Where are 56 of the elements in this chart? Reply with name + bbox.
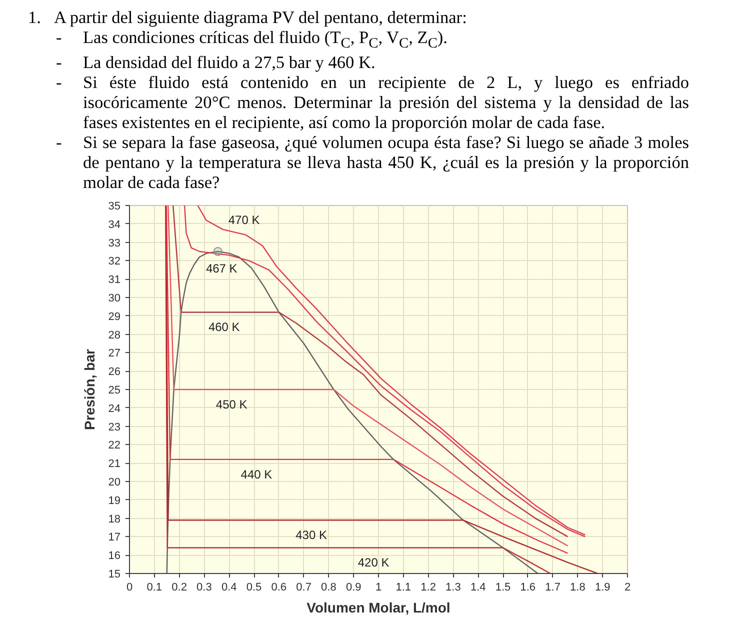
- y-tick-label: 26: [108, 366, 121, 378]
- chart-title: 1. A partir del siguiente diagrama PV del pentano, determinar:: [28, 8, 468, 28]
- y-tick-label: 23: [108, 421, 121, 434]
- annotation: 460 K: [208, 320, 240, 334]
- x-tick-label: 1.3: [446, 582, 461, 594]
- x-tick-label: 1.5: [495, 582, 511, 594]
- annotation: 420 K: [358, 556, 390, 570]
- x-tick-label: 0.8: [321, 582, 336, 594]
- y-tick-label: 34: [108, 218, 121, 231]
- y-tick-label: 25: [108, 384, 121, 396]
- x-tick-label: 0.6: [271, 582, 287, 594]
- x-tick-label: 1.8: [570, 582, 586, 594]
- y-tick-label: 15: [108, 568, 121, 580]
- annotation: 450 K: [216, 398, 248, 412]
- x-tick-label: 0.7: [296, 582, 312, 594]
- y-tick-label: 19: [108, 494, 121, 507]
- x-tick-label: 0.3: [196, 582, 212, 594]
- annotation: 430 K: [296, 528, 327, 542]
- y-tick-label: 33: [108, 237, 121, 250]
- y-tick-label: 30: [108, 292, 121, 304]
- x-tick-label: 0.1: [146, 582, 162, 594]
- x-tick-label: 0.9: [346, 582, 362, 594]
- y-tick-label: 21: [108, 458, 121, 470]
- x-tick-label: 1.1: [396, 582, 412, 594]
- text: - La densidad del fluido a 27,5 bar y 460 K.: [56, 53, 376, 72]
- y-tick-label: 20: [108, 476, 121, 488]
- y-tick-label: 27: [108, 348, 121, 360]
- y-tick-label: 16: [108, 550, 121, 562]
- x-tick-label: 0.4: [221, 582, 237, 594]
- y-tick-label: 24: [108, 402, 121, 415]
- x-tick-label: 0.5: [246, 582, 262, 594]
- y-tick-label: 18: [108, 513, 121, 526]
- x-tick-label: 1.6: [520, 582, 536, 594]
- x-tick-label: 2: [624, 582, 631, 594]
- y-tick-label: 35: [108, 200, 121, 212]
- annotation: 470 K: [228, 212, 260, 227]
- x-tick-label: 1.9: [594, 582, 610, 594]
- x-tick-label: 1.2: [420, 582, 436, 594]
- text: - Si se separa la fase gaseosa, ¿qué volumen ocupa ésta fase? Si luego se añade 3 moles de pentano y la temperatura se lleva hasta 450 K, ¿cuál es la presión y la proporción molar de cada fase?: [56, 133, 689, 192]
- x-axis-title: Volumen Molar, L/mol: [306, 600, 450, 616]
- y-axis-title: Presión, bar: [81, 348, 98, 430]
- x-tick-label: 1.7: [545, 582, 560, 594]
- x-tick-label: 0: [126, 582, 133, 594]
- text: - Las condiciones críticas del fluido (T$_{C}$, P$_{C}$, V$_{C}$, Z$_{C}$).: [56, 28, 448, 52]
- y-tick-label: 17: [108, 532, 121, 544]
- annotation: 467 K: [206, 261, 238, 276]
- y-tick-label: 31: [108, 274, 121, 286]
- y-tick-label: 32: [108, 256, 121, 268]
- y-tick-label: 22: [108, 440, 121, 452]
- y-tick-label: 28: [108, 329, 121, 342]
- x-tick-label: 1.4: [470, 582, 486, 594]
- x-tick-label: 1: [375, 582, 382, 594]
- x-tick-label: 0.2: [172, 582, 187, 594]
- y-tick-label: 29: [108, 310, 121, 323]
- annotation: 440 K: [240, 467, 272, 482]
- text: - Si éste fluido está contenido en un recipiente de 2 L, y luego es enfriado isocóricamente 20°C menos. Determinar la presión del sistema y la densidad de las fases existentes en el recipiente, así como la proporción molar de cada fase.: [56, 73, 689, 132]
